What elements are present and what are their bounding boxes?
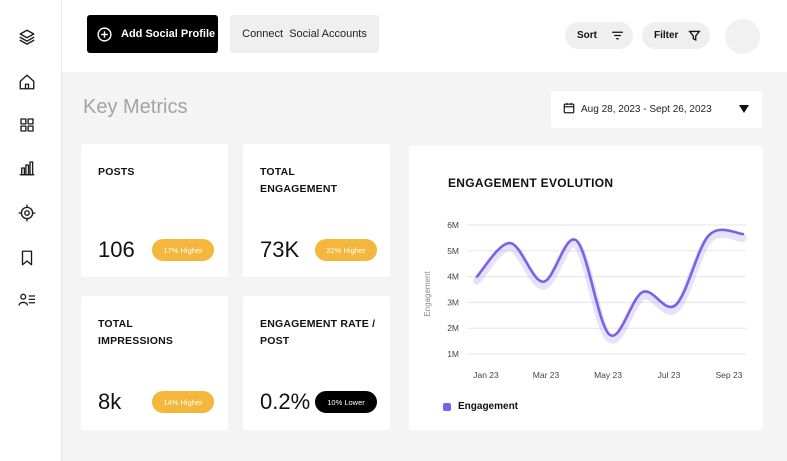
main-content: Key Metrics Aug 28, 2023 - Sept 26, 2023… xyxy=(62,72,787,461)
metric-label-line1: ENGAGEMENT RATE / xyxy=(260,318,376,330)
y-axis-label: Engagement xyxy=(423,271,432,317)
series-line-engagement xyxy=(475,228,745,337)
connect-social-accounts-button[interactable]: Connect Social Accounts xyxy=(230,15,379,53)
layers-icon[interactable] xyxy=(17,27,37,47)
bookmark-icon[interactable] xyxy=(17,248,37,268)
status-badge: 22% Higher xyxy=(315,239,377,261)
metric-value: 0.2% xyxy=(260,389,311,414)
metric-value: 73K xyxy=(260,237,300,262)
connect-social-accounts-label: Connect Social Accounts xyxy=(242,28,367,40)
add-social-profile-label: Add Social Profile xyxy=(121,28,216,40)
metric-card-total-engagement: TOTAL ENGAGEMENT 73K 22% Higher xyxy=(243,144,390,277)
bar-chart-icon[interactable] xyxy=(17,158,37,178)
x-tick-label: Jul 23 xyxy=(658,370,681,380)
status-badge: 17% Higher xyxy=(152,239,214,261)
metric-label-line2: IMPRESSIONS xyxy=(98,335,174,347)
metric-card-total-impressions: TOTAL IMPRESSIONS 8k 14% Higher xyxy=(81,296,228,430)
metric-label: TOTAL ENGAGEMENT xyxy=(260,164,337,198)
y-tick-label: 2M xyxy=(447,323,459,333)
grid-icon[interactable] xyxy=(17,115,37,135)
series-line-shadow xyxy=(473,229,747,344)
x-tick-label: Jan 23 xyxy=(473,370,499,380)
metric-label-line1: TOTAL xyxy=(98,318,134,330)
chart-legend: Engagement xyxy=(443,401,518,412)
x-tick-label: Mar 23 xyxy=(533,370,560,380)
x-tick-label: Sep 23 xyxy=(716,370,743,380)
calendar-icon xyxy=(563,102,581,117)
metric-value: 106 xyxy=(98,237,135,262)
plus-circle-icon xyxy=(97,26,112,42)
caret-down-icon xyxy=(739,105,749,113)
target-icon[interactable] xyxy=(17,203,37,223)
filter-button[interactable]: Filter xyxy=(642,22,710,49)
add-social-profile-button[interactable]: Add Social Profile xyxy=(87,15,218,53)
sort-icon xyxy=(611,31,624,40)
sort-button[interactable]: Sort xyxy=(565,22,633,49)
home-icon[interactable] xyxy=(17,72,37,92)
sidebar xyxy=(0,0,62,461)
filter-label: Filter xyxy=(654,30,679,41)
user-list-icon[interactable] xyxy=(17,289,37,309)
metric-card-engagement-rate: ENGAGEMENT RATE / POST 0.2% 10% Lower xyxy=(243,296,390,430)
metric-value: 8k xyxy=(98,389,122,414)
avatar[interactable] xyxy=(725,19,760,54)
filter-icon xyxy=(688,30,702,42)
date-range-text: Aug 28, 2023 - Sept 26, 2023 xyxy=(581,104,712,115)
y-tick-label: 1M xyxy=(447,349,459,359)
date-range-picker[interactable]: Aug 28, 2023 - Sept 26, 2023 xyxy=(551,91,762,128)
metric-card-posts: POSTS 106 17% Higher xyxy=(81,144,228,277)
y-tick-label: 5M xyxy=(447,246,459,256)
metric-label-line1: TOTAL xyxy=(260,166,296,178)
legend-label: Engagement xyxy=(458,401,519,412)
metric-label-line1: POSTS xyxy=(98,166,135,178)
metric-label: ENGAGEMENT RATE / POST xyxy=(260,316,375,350)
legend-swatch xyxy=(443,402,451,411)
sort-label: Sort xyxy=(577,30,597,41)
page-title: Key Metrics xyxy=(83,96,188,118)
metric-label: TOTAL IMPRESSIONS xyxy=(98,316,173,350)
metric-label-line2: POST xyxy=(260,335,290,347)
top-bar: Add Social Profile Connect Social Accoun… xyxy=(62,0,787,72)
x-tick-label: May 23 xyxy=(594,370,622,380)
y-tick-label: 4M xyxy=(447,272,459,282)
chart-title: ENGAGEMENT EVOLUTION xyxy=(448,176,614,190)
engagement-chart-card: ENGAGEMENT EVOLUTION 1M 2M 3M 4M 5M 6M Engagem… xyxy=(409,146,763,430)
metric-label-line2: ENGAGEMENT xyxy=(260,183,338,195)
y-tick-label: 3M xyxy=(447,297,459,307)
y-tick-label: 6M xyxy=(447,220,459,230)
status-badge: 14% Higher xyxy=(152,391,214,413)
status-badge: 10% Lower xyxy=(315,391,377,413)
metric-label: POSTS xyxy=(98,164,135,181)
engagement-line-chart: 1M 2M 3M 4M 5M 6M Engagement Jan 23 Mar 23 May 23… xyxy=(423,220,747,380)
